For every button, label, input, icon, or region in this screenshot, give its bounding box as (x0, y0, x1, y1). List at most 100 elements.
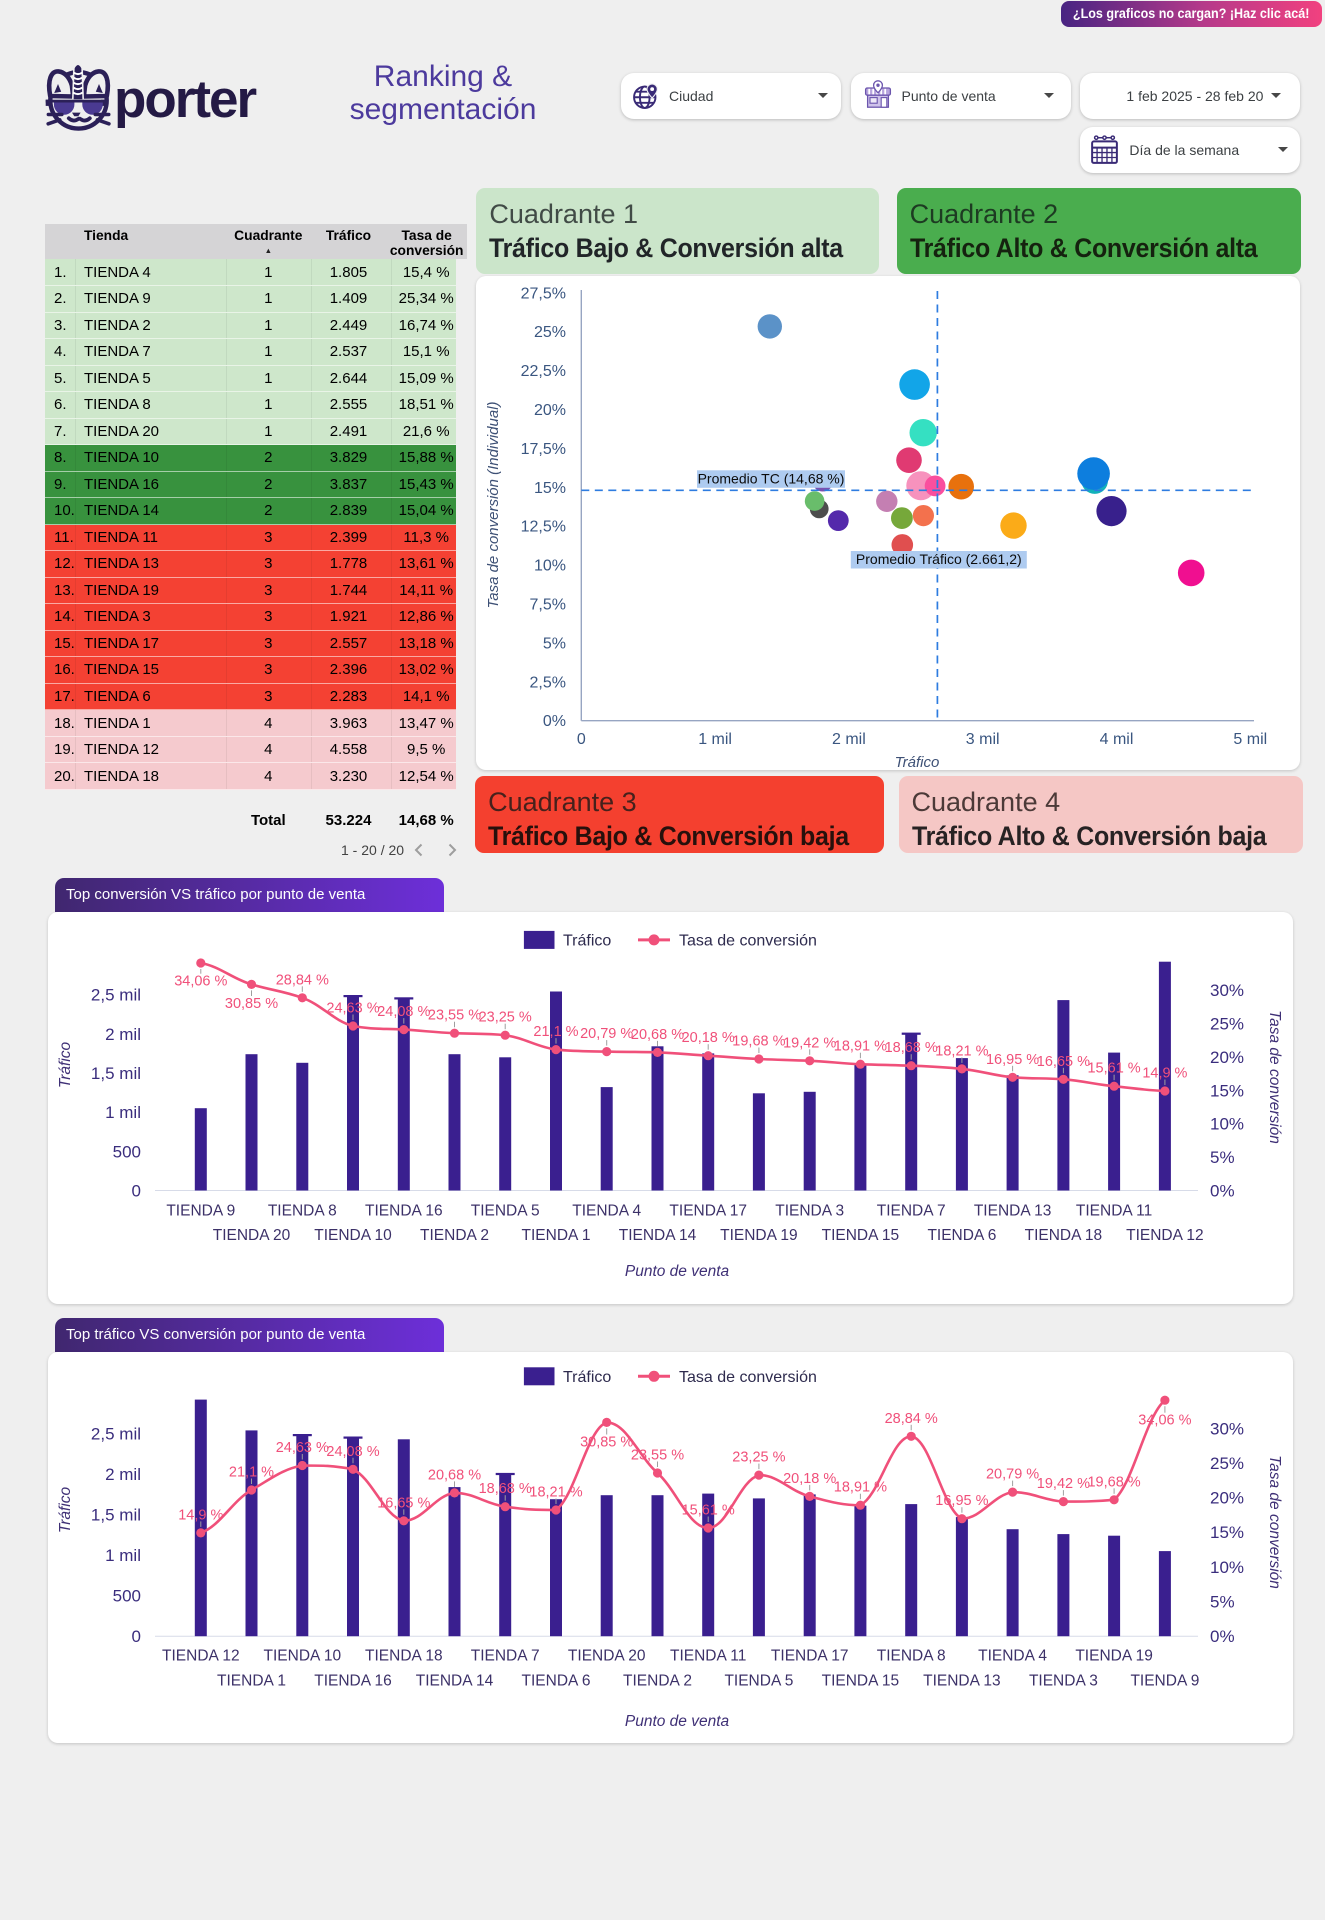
svg-text:19,68 %: 19,68 % (732, 1034, 785, 1050)
svg-text:1 mil: 1 mil (105, 1546, 141, 1565)
svg-text:25%: 25% (1210, 1454, 1244, 1473)
svg-text:15%: 15% (1210, 1081, 1244, 1100)
svg-text:30,85 %: 30,85 % (225, 996, 278, 1012)
svg-text:16,65 %: 16,65 % (377, 1495, 430, 1511)
svg-text:TIENDA 1: TIENDA 1 (522, 1227, 591, 1244)
svg-text:2 mil: 2 mil (105, 1025, 141, 1044)
svg-text:TIENDA 9: TIENDA 9 (1130, 1672, 1199, 1689)
svg-text:17,5%: 17,5% (521, 441, 566, 458)
svg-text:TIENDA 20: TIENDA 20 (568, 1648, 646, 1665)
svg-text:23,25 %: 23,25 % (479, 1010, 532, 1026)
svg-text:3 mil: 3 mil (966, 731, 1000, 748)
svg-text:TIENDA 18: TIENDA 18 (365, 1648, 443, 1665)
svg-text:16,95 %: 16,95 % (986, 1052, 1039, 1068)
svg-text:TIENDA 4: TIENDA 4 (572, 1203, 641, 1220)
svg-text:TIENDA 3: TIENDA 3 (775, 1203, 844, 1220)
svg-text:14,9 %: 14,9 % (178, 1507, 223, 1523)
svg-text:10%: 10% (1210, 1115, 1244, 1134)
svg-text:TIENDA 19: TIENDA 19 (1075, 1648, 1153, 1665)
svg-text:TIENDA 12: TIENDA 12 (162, 1648, 240, 1665)
svg-text:15%: 15% (1210, 1523, 1244, 1542)
svg-text:TIENDA 3: TIENDA 3 (1029, 1672, 1098, 1689)
svg-text:34,06 %: 34,06 % (1138, 1413, 1191, 1429)
svg-text:TIENDA 18: TIENDA 18 (1025, 1227, 1103, 1244)
svg-text:18,21 %: 18,21 % (935, 1043, 988, 1059)
svg-text:TIENDA 13: TIENDA 13 (974, 1203, 1052, 1220)
svg-text:20,68 %: 20,68 % (428, 1467, 481, 1483)
svg-text:4 mil: 4 mil (1100, 731, 1134, 748)
svg-text:TIENDA 8: TIENDA 8 (877, 1648, 946, 1665)
svg-text:TIENDA 6: TIENDA 6 (927, 1227, 996, 1244)
svg-text:TIENDA 11: TIENDA 11 (1076, 1203, 1152, 1220)
svg-text:Tráfico: Tráfico (895, 754, 940, 771)
svg-text:34,06 %: 34,06 % (174, 974, 227, 990)
svg-text:10%: 10% (534, 558, 566, 575)
svg-text:20,79 %: 20,79 % (986, 1467, 1039, 1483)
svg-text:30%: 30% (1210, 1419, 1244, 1438)
svg-text:5%: 5% (1210, 1148, 1235, 1167)
svg-text:27,5%: 27,5% (521, 285, 566, 302)
svg-text:TIENDA 7: TIENDA 7 (471, 1648, 540, 1665)
svg-text:19,68 %: 19,68 % (1087, 1474, 1140, 1490)
svg-text:23,55 %: 23,55 % (631, 1448, 684, 1464)
svg-text:TIENDA 17: TIENDA 17 (771, 1648, 849, 1665)
svg-text:1,5 mil: 1,5 mil (91, 1506, 141, 1525)
svg-text:30%: 30% (1210, 981, 1244, 1000)
svg-text:TIENDA 6: TIENDA 6 (522, 1672, 591, 1689)
svg-text:TIENDA 17: TIENDA 17 (669, 1203, 747, 1220)
svg-text:14,9 %: 14,9 % (1142, 1066, 1187, 1082)
svg-text:Tasa de conversión: Tasa de conversión (1266, 1455, 1283, 1589)
svg-text:16,95 %: 16,95 % (935, 1493, 988, 1509)
svg-text:TIENDA 4: TIENDA 4 (978, 1648, 1047, 1665)
svg-text:5 mil: 5 mil (1233, 731, 1267, 748)
svg-text:500: 500 (113, 1142, 141, 1161)
svg-text:Tasa de conversión: Tasa de conversión (1266, 1010, 1283, 1144)
svg-text:2,5%: 2,5% (530, 674, 566, 691)
svg-text:Punto de venta: Punto de venta (625, 1713, 730, 1730)
svg-text:TIENDA 15: TIENDA 15 (822, 1672, 900, 1689)
svg-text:20,18 %: 20,18 % (682, 1030, 735, 1046)
svg-text:18,91 %: 18,91 % (834, 1480, 887, 1496)
svg-text:TIENDA 10: TIENDA 10 (314, 1227, 392, 1244)
svg-text:20%: 20% (1210, 1048, 1244, 1067)
svg-text:24,08 %: 24,08 % (377, 1004, 430, 1020)
svg-text:28,84 %: 28,84 % (885, 1411, 938, 1427)
svg-text:TIENDA 9: TIENDA 9 (166, 1203, 235, 1220)
svg-text:15,61 %: 15,61 % (1087, 1061, 1140, 1077)
svg-text:TIENDA 1: TIENDA 1 (217, 1672, 286, 1689)
svg-text:TIENDA 8: TIENDA 8 (268, 1203, 337, 1220)
svg-text:0%: 0% (1210, 1627, 1235, 1646)
svg-text:24,63 %: 24,63 % (276, 1440, 329, 1456)
svg-text:TIENDA 14: TIENDA 14 (619, 1227, 697, 1244)
svg-text:TIENDA 2: TIENDA 2 (420, 1227, 489, 1244)
svg-text:Tráfico: Tráfico (57, 1042, 74, 1089)
svg-text:21,1 %: 21,1 % (533, 1024, 578, 1040)
svg-text:TIENDA 15: TIENDA 15 (822, 1227, 900, 1244)
svg-text:20%: 20% (534, 402, 566, 419)
svg-text:Tasa de conversión (Individual: Tasa de conversión (Individual) (485, 401, 502, 608)
svg-text:TIENDA 13: TIENDA 13 (923, 1672, 1001, 1689)
svg-text:23,25 %: 23,25 % (732, 1450, 785, 1466)
svg-text:TIENDA 20: TIENDA 20 (213, 1227, 291, 1244)
svg-text:28,84 %: 28,84 % (276, 972, 329, 988)
svg-text:Punto de venta: Punto de venta (625, 1263, 730, 1280)
svg-text:25%: 25% (534, 324, 566, 341)
svg-text:20%: 20% (1210, 1489, 1244, 1508)
svg-text:Tráfico: Tráfico (57, 1487, 74, 1534)
svg-text:Tasa de conversión: Tasa de conversión (679, 932, 817, 949)
svg-text:TIENDA 2: TIENDA 2 (623, 1672, 692, 1689)
svg-text:20,18 %: 20,18 % (783, 1471, 836, 1487)
svg-text:Promedio TC (14,68 %): Promedio TC (14,68 %) (698, 470, 845, 486)
svg-text:2,5 mil: 2,5 mil (91, 986, 141, 1005)
svg-text:500: 500 (113, 1587, 141, 1606)
svg-text:TIENDA 5: TIENDA 5 (724, 1672, 793, 1689)
svg-text:TIENDA 7: TIENDA 7 (877, 1203, 946, 1220)
svg-text:TIENDA 19: TIENDA 19 (720, 1227, 798, 1244)
svg-text:23,55 %: 23,55 % (428, 1008, 481, 1024)
svg-text:0%: 0% (1210, 1182, 1235, 1201)
svg-text:24,63 %: 24,63 % (326, 1001, 379, 1017)
svg-text:21,1 %: 21,1 % (229, 1465, 274, 1481)
svg-text:7,5%: 7,5% (530, 597, 566, 614)
svg-text:25%: 25% (1210, 1015, 1244, 1034)
svg-text:1,5 mil: 1,5 mil (91, 1064, 141, 1083)
